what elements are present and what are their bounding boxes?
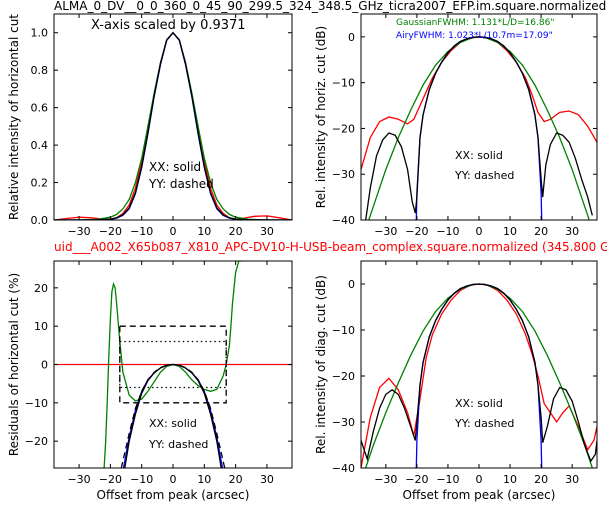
- x-tick-label: −20: [405, 473, 428, 486]
- x-tick-label: −20: [99, 225, 122, 238]
- x-tick-label: −10: [436, 225, 459, 238]
- y-axis-label: Rel. intensity of horiz. cut (dB): [314, 26, 328, 208]
- legend-entry: GaussianFWHM: 1.131*L/D=16.86": [396, 18, 554, 28]
- y-tick-label: −40: [332, 462, 355, 475]
- series-line-2: [54, 31, 292, 220]
- series-line-3: [361, 283, 597, 463]
- chart-panel-br: −30 −20 −10 0 10 20 30 −40 −30 −20 −10 0 Rel. intens…: [314, 260, 598, 502]
- x-tick-label: −30: [374, 473, 397, 486]
- y-tick-label: −20: [332, 370, 355, 383]
- chart-panel-bl: −30 −20 −10 0 10 20 30 −20 −10 0 10 20 Residuals of …: [7, 260, 293, 502]
- y-tick-label: 0: [41, 359, 48, 372]
- chart-annotation: XX: solid: [149, 417, 197, 430]
- y-axis-label: Residuals of horizontal cut (%): [7, 273, 21, 456]
- x-tick-label: −10: [436, 473, 459, 486]
- x-tick-label: −30: [67, 473, 90, 486]
- x-tick-label: 0: [476, 473, 483, 486]
- x-tick-label: −30: [374, 225, 397, 238]
- y-axis-label: Rel. intensity of diag. cut (dB): [314, 275, 328, 454]
- y-tick-label: 0.8: [31, 64, 49, 77]
- y-tick-label: 10: [34, 320, 48, 333]
- y-tick-label: 20: [34, 282, 48, 295]
- x-tick-label: 30: [260, 473, 274, 486]
- x-tick-label: 0: [476, 225, 483, 238]
- axes-frame: [360, 260, 598, 469]
- x-tick-label: −20: [99, 473, 122, 486]
- chart-panel-tl: −30 −20 −10 0 10 20 30 0.0 0.2 0.4 0.6 0.8 1.0 Relati…: [7, 13, 293, 238]
- y-tick-label: −10: [332, 324, 355, 337]
- x-tick-label: 30: [260, 225, 274, 238]
- series-line-1: [103, 261, 242, 468]
- chart-annotation: XX: solid: [149, 160, 201, 174]
- chart-annotation: YY: dashed: [454, 169, 514, 182]
- chart-annotation: X-axis scaled by 0.9371: [91, 18, 246, 33]
- series-line-1: [368, 36, 590, 220]
- y-tick-label: 0.0: [31, 214, 49, 227]
- y-tick-label: −20: [332, 122, 355, 135]
- legend-entry: AiryFWHM: 1.023*L/10.7m=17.09": [396, 31, 553, 41]
- chart-annotation: YY: dashed: [454, 417, 514, 430]
- y-tick-label: −30: [332, 168, 355, 181]
- x-tick-label: 10: [197, 225, 211, 238]
- x-tick-label: 0: [170, 225, 177, 238]
- y-axis-label: Relative intensity of horizontal cut: [7, 14, 21, 220]
- series-line-1: [364, 283, 594, 468]
- y-tick-label: −30: [332, 416, 355, 429]
- chart-panel-tr: −30 −20 −10 0 10 20 30 −40 −30 −20 −10 0 Rel. intens…: [314, 13, 598, 238]
- x-tick-label: −10: [130, 473, 153, 486]
- x-tick-label: 20: [534, 225, 548, 238]
- series-line-3: [365, 36, 593, 220]
- x-tick-label: 30: [565, 225, 579, 238]
- series-line-0: [54, 31, 292, 220]
- y-tick-label: −10: [332, 77, 355, 90]
- x-tick-label: 20: [229, 473, 243, 486]
- x-tick-label: 10: [503, 473, 517, 486]
- y-tick-label: −10: [25, 397, 48, 410]
- x-tick-label: −30: [67, 225, 90, 238]
- x-tick-label: 0: [170, 473, 177, 486]
- x-tick-label: 10: [197, 473, 211, 486]
- figure-title-top: ALMA_0_DV__0_0_360_0_45_90_299.5_324_348…: [54, 0, 606, 13]
- x-tick-label: 30: [565, 473, 579, 486]
- plot-area: [361, 36, 597, 220]
- x-tick-label: 20: [229, 225, 243, 238]
- plot-area: [361, 283, 597, 468]
- chart-annotation: YY: dashed: [148, 177, 214, 191]
- figure-title-mid: uid___A002_X65b087_X810_APC-DV10-H-USB-b…: [54, 240, 607, 254]
- y-tick-label: 0: [348, 31, 355, 44]
- series-line-3: [54, 31, 292, 220]
- x-tick-label: −10: [130, 225, 153, 238]
- plot-area: [54, 31, 292, 220]
- y-tick-label: −20: [25, 435, 48, 448]
- y-tick-label: 0.4: [31, 139, 49, 152]
- series-line-4: [120, 363, 226, 468]
- chart-annotation: XX: solid: [455, 397, 503, 410]
- y-tick-label: 1.0: [31, 27, 49, 40]
- series-line-0: [361, 283, 597, 468]
- chart-annotation: YY: dashed: [148, 438, 208, 451]
- series-line-5: [119, 325, 227, 404]
- series-line-1: [54, 31, 292, 220]
- y-tick-label: 0: [348, 278, 355, 291]
- y-tick-label: 0.6: [31, 102, 49, 115]
- x-tick-label: −20: [405, 225, 428, 238]
- y-tick-label: −40: [332, 214, 355, 227]
- x-axis-label: Offset from peak (arcsec): [403, 488, 556, 502]
- chart-annotation: XX: solid: [455, 149, 503, 162]
- series-line-2: [415, 36, 543, 220]
- axes-frame: [360, 13, 598, 221]
- y-tick-label: 0.2: [31, 177, 49, 190]
- x-axis-label: Offset from peak (arcsec): [97, 488, 250, 502]
- x-tick-label: 20: [534, 473, 548, 486]
- x-tick-label: 10: [503, 225, 517, 238]
- plot-area: [54, 261, 292, 468]
